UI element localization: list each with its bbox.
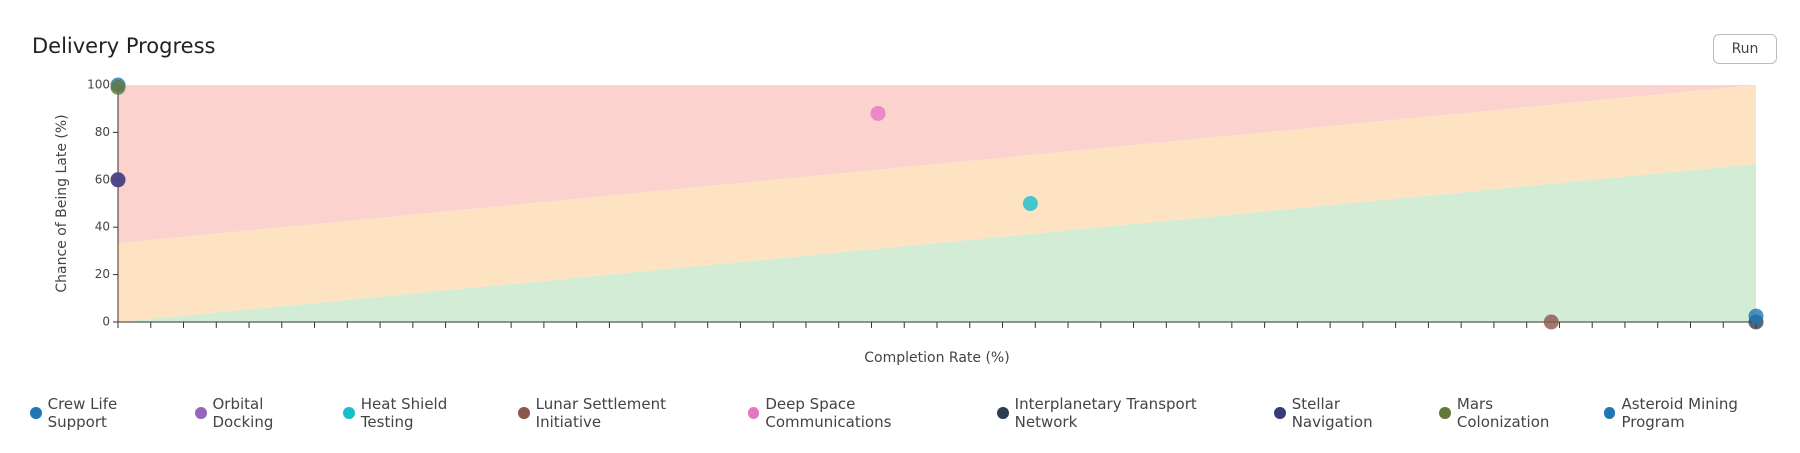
- y-tick-label: 60: [95, 172, 110, 186]
- zone: [118, 85, 1756, 322]
- legend-label: Lunar Settlement Initiative: [535, 395, 667, 431]
- legend-swatch: [1603, 407, 1616, 419]
- x-axis-label: Completion Rate (%): [864, 350, 1009, 366]
- chart-title: Delivery Progress: [32, 34, 216, 58]
- legend-item: Heat Shield Testing: [343, 395, 500, 431]
- point: [1022, 196, 1038, 211]
- legend: Crew Life Support Orbital Docking Heat Shi…: [30, 395, 1800, 431]
- legend-swatch: [518, 407, 530, 419]
- legend-label: Orbital Docking: [212, 395, 274, 431]
- legend-item: Interplanetary Transport Network: [997, 395, 1256, 431]
- legend-label: Mars Colonization: [1456, 395, 1550, 431]
- legend-item: Mars Colonization: [1439, 395, 1586, 431]
- point: [1543, 314, 1559, 330]
- legend-label: Crew Life Support: [47, 395, 118, 431]
- legend-swatch: [1274, 407, 1286, 419]
- point: [1748, 308, 1764, 324]
- legend-swatch: [1439, 407, 1451, 419]
- legend-swatch: [30, 407, 42, 419]
- point: [870, 105, 886, 121]
- legend-label: Asteroid Mining Program: [1621, 395, 1738, 431]
- legend-label: Interplanetary Transport Network: [1014, 395, 1197, 431]
- y-tick-label: 0: [102, 315, 110, 329]
- zone: [118, 85, 1756, 244]
- point: [110, 172, 126, 188]
- legend-item: Stellar Navigation: [1274, 395, 1421, 431]
- y-tick-label: 80: [95, 125, 110, 139]
- legend-swatch: [997, 407, 1009, 419]
- y-axis-label: Chance of Being Late (%): [54, 114, 70, 292]
- y-tick-label: 40: [95, 220, 110, 234]
- legend-item: Lunar Settlement Initiative: [518, 395, 730, 431]
- legend-swatch: [343, 407, 355, 419]
- legend-swatch: [194, 407, 207, 419]
- legend-item: Deep Space Communications: [747, 395, 979, 431]
- legend-label: Heat Shield Testing: [360, 395, 448, 431]
- legend-item: Orbital Docking: [194, 395, 325, 431]
- y-tick-label: 20: [95, 267, 110, 281]
- legend-item: Asteroid Mining Program: [1603, 395, 1800, 431]
- legend-item: Crew Life Support: [30, 395, 177, 431]
- point: [110, 79, 126, 95]
- legend-swatch: [747, 407, 760, 419]
- run-button[interactable]: Run: [1713, 34, 1777, 64]
- zone: [118, 163, 1756, 322]
- y-tick-label: 100: [87, 78, 110, 92]
- legend-label: Deep Space Communications: [765, 395, 892, 431]
- legend-label: Stellar Navigation: [1291, 395, 1373, 431]
